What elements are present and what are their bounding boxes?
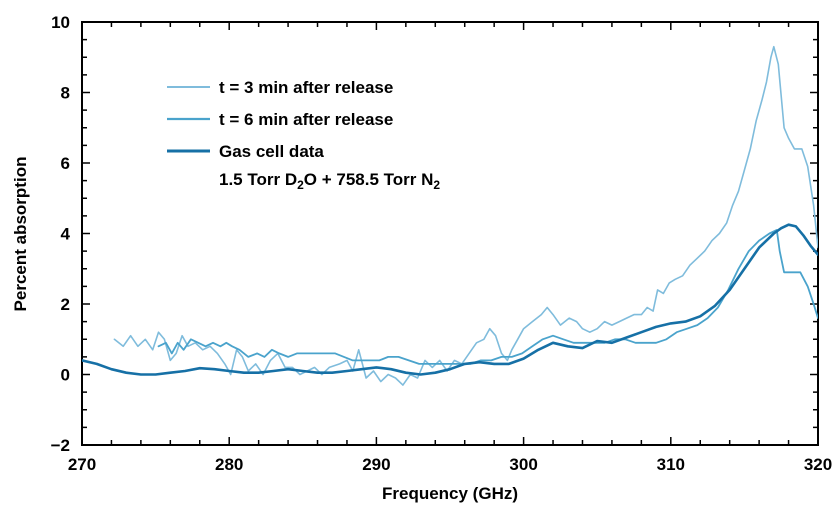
y-tick-label: 4: [61, 225, 71, 244]
series-line-1: [113, 45, 818, 386]
series-line-2: [157, 229, 818, 365]
legend-label-gas-cell-conditions: 1.5 Torr D2O + 758.5 Torr N2: [219, 170, 440, 192]
y-tick-label: −2: [51, 436, 70, 455]
y-tick-label: 8: [61, 84, 70, 103]
legend-label-series-2: t = 6 min after release: [219, 110, 393, 129]
x-tick-label: 280: [215, 455, 243, 474]
plot-frame: [81, 21, 819, 446]
legend-label-series-3: Gas cell data: [219, 142, 324, 161]
y-tick-label: 6: [61, 154, 70, 173]
legend-conditions-part-2: O + 758.5 Torr N: [304, 170, 434, 189]
y-axis-title: Percent absorption: [11, 157, 30, 312]
legend-conditions-subscript-2: 2: [433, 178, 440, 192]
x-tick-label: 270: [68, 455, 96, 474]
x-tick-label: 320: [804, 455, 832, 474]
x-tick-label: 290: [362, 455, 390, 474]
legend-conditions-subscript-1: 2: [297, 178, 304, 192]
y-tick-label: 10: [51, 13, 70, 32]
y-tick-label: 2: [61, 295, 70, 314]
y-tick-label: 0: [61, 366, 70, 385]
x-tick-label: 310: [657, 455, 685, 474]
x-axis-title: Frequency (GHz): [382, 484, 518, 503]
legend: t = 3 min after release t = 6 min after …: [167, 78, 440, 192]
legend-conditions-part-1: 1.5 Torr D: [219, 170, 297, 189]
series-line-3: [82, 223, 818, 376]
legend-label-series-1: t = 3 min after release: [219, 78, 393, 97]
x-tick-label: 300: [509, 455, 537, 474]
